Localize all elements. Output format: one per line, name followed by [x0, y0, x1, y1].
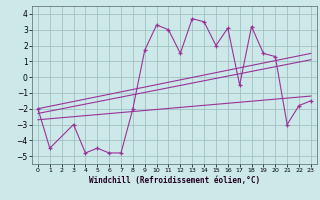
X-axis label: Windchill (Refroidissement éolien,°C): Windchill (Refroidissement éolien,°C) [89, 176, 260, 185]
